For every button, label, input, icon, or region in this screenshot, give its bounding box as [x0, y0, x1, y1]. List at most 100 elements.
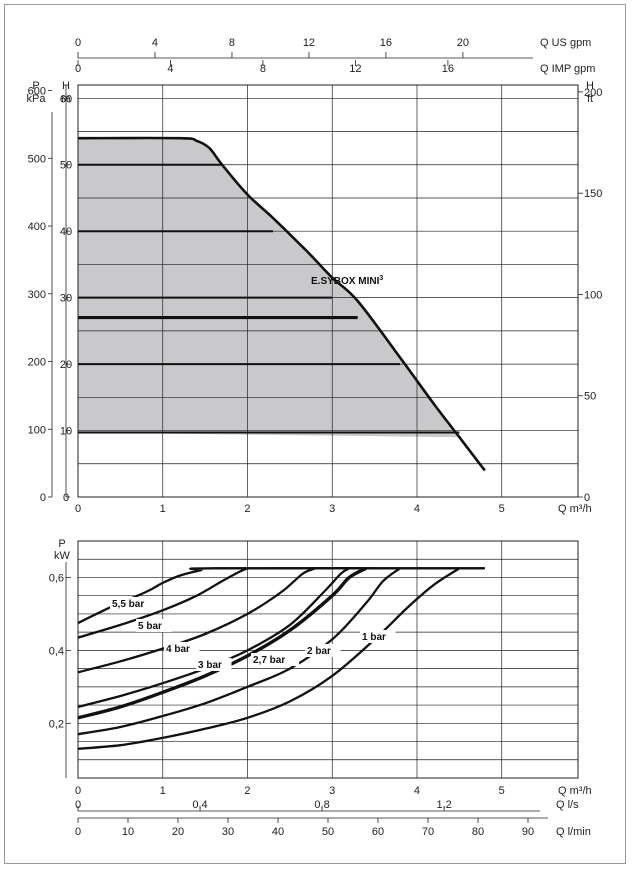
m-tick-label: 40	[60, 226, 72, 238]
m3h-tick-label: 5	[499, 785, 505, 797]
m3h-axis-label: Q m³/h	[558, 785, 592, 797]
imp-gpm-axis-label: Q IMP gpm	[540, 63, 595, 75]
chart-frame	[4, 4, 626, 864]
series-label: 5,5 bar	[112, 599, 144, 610]
m3h-tick-label: 1	[160, 785, 166, 797]
series-label: 4 bar	[166, 644, 190, 655]
lmin-tick-label: 90	[522, 826, 534, 838]
kw-axis-label-bottom: kW	[54, 550, 71, 562]
lmin-axis-label: Q l/min	[556, 826, 591, 838]
us-gpm-tick-label: 20	[457, 37, 469, 49]
series-label-bg	[164, 642, 200, 655]
imp-gpm-tick-label: 12	[349, 63, 361, 75]
series-label: 2,7 bar	[253, 655, 285, 666]
imp-gpm-tick-label: 8	[260, 63, 266, 75]
kpa-tick-label: 200	[28, 357, 46, 369]
ft-tick-label: 0	[584, 492, 590, 504]
m-tick-label: 20	[60, 359, 72, 371]
lmin-tick-label: 80	[472, 826, 484, 838]
ft-tick-label: 150	[584, 188, 602, 200]
series-label: 1 bar	[362, 632, 386, 643]
m3h-tick-label: 0	[75, 785, 81, 797]
m-tick-label: 0	[63, 492, 69, 504]
kpa-axis-label-top: P	[32, 80, 39, 92]
us-gpm-tick-label: 0	[75, 37, 81, 49]
curve-label-text: E.SYBOX MINI	[311, 276, 380, 287]
lmin-tick-label: 50	[322, 826, 334, 838]
lmin-tick-label: 20	[172, 826, 184, 838]
top-x-tick-label: 5	[499, 503, 505, 515]
us-gpm-tick-label: 4	[152, 37, 158, 49]
m3h-tick-label: 2	[244, 785, 250, 797]
operating-area	[78, 137, 460, 438]
ls-axis-label: Q l/s	[556, 799, 579, 811]
top-x-tick-label: 4	[414, 503, 420, 515]
us-gpm-tick-label: 12	[303, 37, 315, 49]
performance-curve	[77, 136, 486, 472]
kpa-axis-label-bottom: kPa	[27, 93, 47, 105]
lmin-tick-label: 0	[75, 826, 81, 838]
us-gpm-tick-label: 8	[229, 37, 235, 49]
kpa-tick-label: 600	[28, 86, 46, 98]
top-plot-frame	[77, 84, 579, 498]
m3h-tick-label: 4	[414, 785, 420, 797]
curve-label: E.SYBOX MINI3	[311, 275, 383, 287]
kw-tick-label: 0,4	[49, 645, 64, 657]
series-curve	[77, 567, 401, 736]
lmin-tick-label: 70	[422, 826, 434, 838]
series-label-bg	[360, 630, 396, 643]
curve-label-superscript: 3	[379, 275, 383, 282]
imp-gpm-tick-label: 16	[442, 63, 454, 75]
kw-tick-label: 0,6	[49, 572, 64, 584]
ls-tick-label: 0	[75, 799, 81, 811]
top-x-tick-label: 3	[329, 503, 335, 515]
series-label-bg	[251, 653, 300, 666]
kpa-tick-label: 0	[40, 492, 46, 504]
top-x-tick-label: 0	[75, 503, 81, 515]
ft-axis-label-top: H	[586, 80, 594, 92]
lmin-tick-label: 40	[272, 826, 284, 838]
ft-axis-label-bottom: ft	[587, 93, 593, 105]
kpa-tick-label: 300	[28, 289, 46, 301]
series-label-bg	[110, 597, 159, 610]
ls-tick-label: 1,2	[436, 799, 451, 811]
series-curve	[77, 567, 461, 750]
series-curve	[77, 567, 316, 674]
series-label: 2 bar	[307, 646, 331, 657]
m-tick-label: 10	[60, 426, 72, 438]
ft-tick-label: 100	[584, 289, 602, 301]
kw-axis-label-top: P	[58, 538, 65, 550]
m-tick-label: 60	[60, 93, 72, 105]
kpa-tick-label: 500	[28, 153, 46, 165]
lmin-tick-label: 10	[122, 826, 134, 838]
series-curve	[77, 567, 249, 639]
us-gpm-tick-label: 16	[380, 37, 392, 49]
series-label: 3 bar	[198, 660, 222, 671]
series-label-bg	[305, 644, 341, 657]
ls-tick-label: 0,8	[314, 799, 329, 811]
m-axis-label-top: H	[62, 80, 70, 92]
m-tick-label: 50	[60, 160, 72, 172]
top-x-tick-label: 1	[160, 503, 166, 515]
kw-tick-label: 0,2	[49, 718, 64, 730]
m-tick-label: 30	[60, 293, 72, 305]
m3h-tick-label: 3	[329, 785, 335, 797]
top-x-tick-label: 2	[244, 503, 250, 515]
ls-tick-label: 0,4	[192, 799, 207, 811]
bottom-plot-frame	[77, 540, 579, 779]
series-label-bg	[196, 658, 232, 671]
ft-tick-label: 50	[584, 391, 596, 403]
series-curve	[77, 566, 367, 720]
kpa-tick-label: 100	[28, 424, 46, 436]
series-label: 5 bar	[138, 621, 162, 632]
lmin-tick-label: 60	[372, 826, 384, 838]
m-axis-label-bottom: m	[61, 93, 70, 105]
ft-tick-label: 200	[584, 87, 602, 99]
series-label-bg	[136, 619, 172, 632]
series-curve	[77, 567, 350, 709]
kpa-tick-label: 400	[28, 221, 46, 233]
top-x-axis-label: Q m³/h	[558, 503, 592, 515]
imp-gpm-tick-label: 0	[75, 63, 81, 75]
lmin-tick-label: 30	[222, 826, 234, 838]
